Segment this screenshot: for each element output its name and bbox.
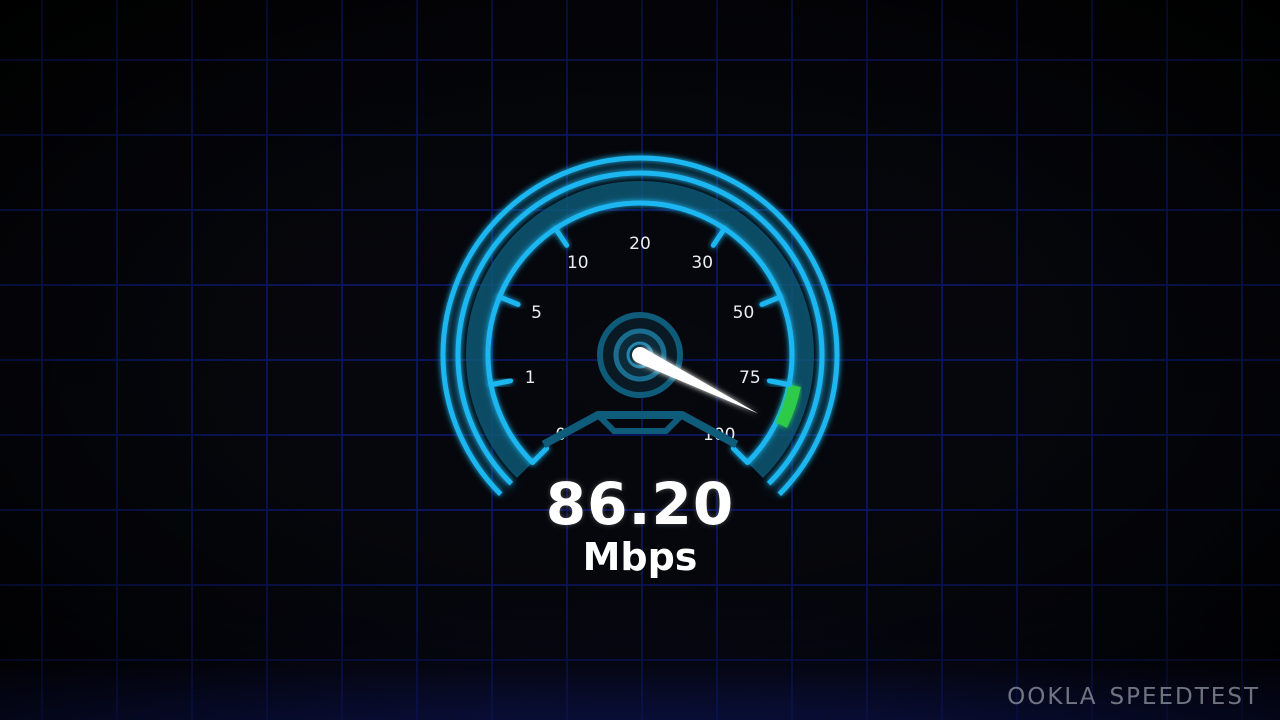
scale-tick (710, 226, 727, 248)
inner-band (466, 181, 814, 479)
scale-label: 75 (739, 368, 761, 388)
scale-tick (530, 445, 550, 465)
speed-needle (632, 347, 759, 414)
scale-label: 5 (531, 303, 542, 323)
scale-label: 30 (691, 253, 713, 273)
scale-label: 20 (629, 234, 651, 254)
scale-label: 1 (525, 368, 536, 388)
outer-arc-halo (450, 165, 830, 490)
scale-label: 10 (567, 253, 589, 273)
gauge-ticks (488, 200, 792, 465)
needle-base-chevron (541, 411, 739, 448)
speedtest-logo: OOKLA SPEEDTEST (1007, 684, 1260, 710)
speed-value: 86.20 (545, 470, 735, 538)
speed-unit: Mbps (582, 535, 698, 579)
gauge-hub (541, 312, 739, 448)
middle-ring (455, 170, 825, 486)
needle-shaft (636, 347, 759, 414)
scale-label: 50 (733, 303, 755, 323)
scale-tick (759, 294, 783, 307)
scale-tick (497, 294, 521, 307)
scale-tick (766, 378, 792, 388)
scale-tick (553, 226, 570, 248)
ookla-wordmark: OOKLA (1007, 684, 1098, 710)
scale-tick (730, 445, 750, 465)
needle-pivot (632, 347, 648, 363)
needle-base-bottom (595, 412, 685, 434)
scale-tick (488, 378, 514, 388)
speedtest-wordmark: SPEEDTEST (1109, 684, 1260, 710)
active-speed-arc (776, 384, 801, 428)
outer-ring (440, 155, 840, 497)
